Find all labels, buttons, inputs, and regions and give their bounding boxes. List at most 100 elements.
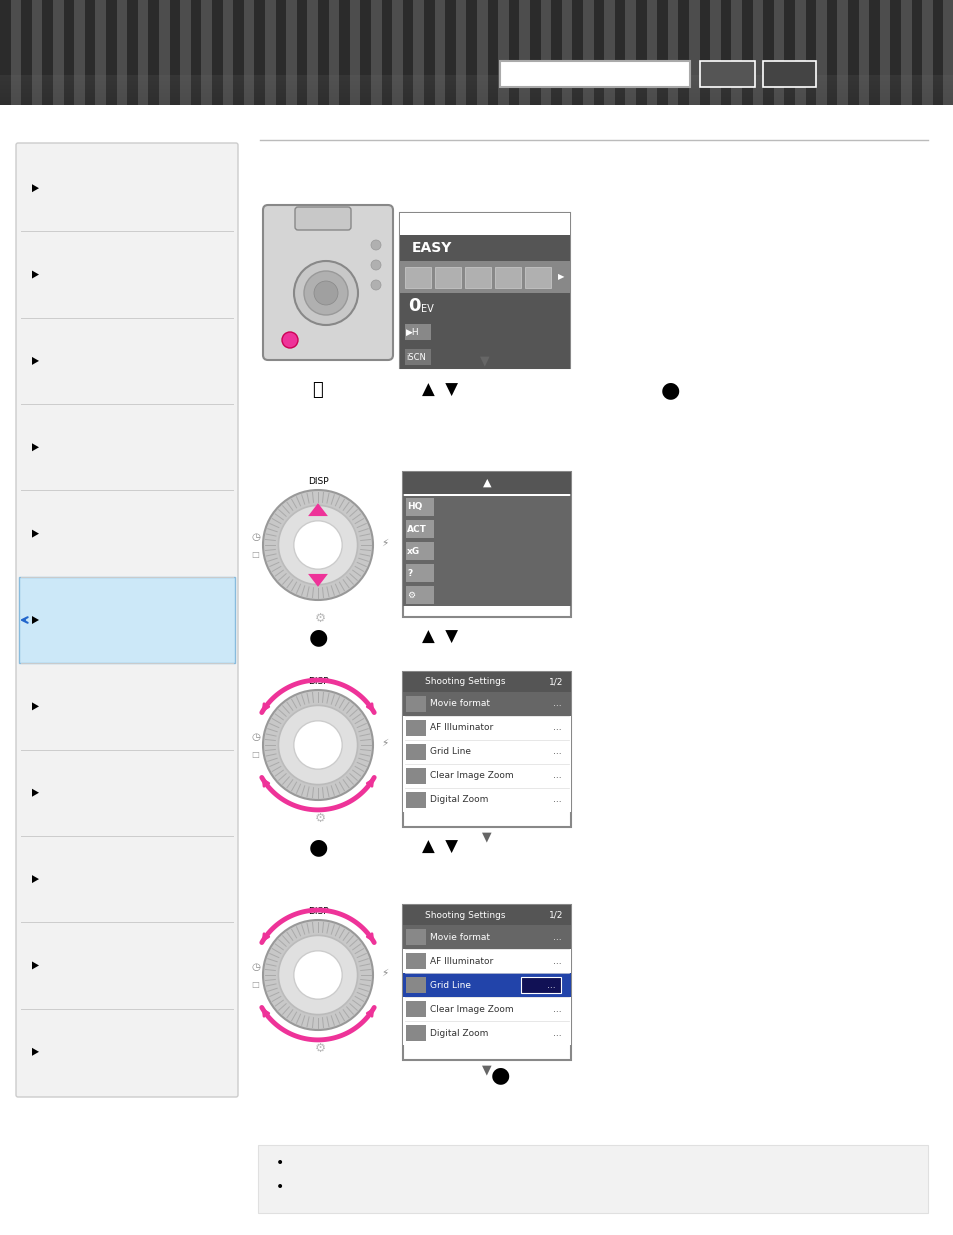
Bar xyxy=(625,0,636,105)
Text: ●: ● xyxy=(659,380,679,400)
Circle shape xyxy=(314,282,337,305)
Bar xyxy=(773,0,784,105)
Circle shape xyxy=(282,332,297,348)
Bar xyxy=(423,0,435,105)
Text: iSCN: iSCN xyxy=(406,352,425,362)
Bar xyxy=(0,82,953,83)
Text: DISP: DISP xyxy=(308,678,328,687)
Polygon shape xyxy=(308,503,328,516)
Bar xyxy=(487,0,498,105)
Bar xyxy=(53,0,64,105)
Bar xyxy=(371,0,382,105)
Bar xyxy=(572,0,583,105)
Circle shape xyxy=(278,505,357,584)
Bar xyxy=(667,0,679,105)
Bar xyxy=(932,0,943,105)
Bar xyxy=(286,0,297,105)
Bar xyxy=(85,0,96,105)
Bar xyxy=(10,0,22,105)
Bar xyxy=(296,0,308,105)
Bar xyxy=(405,267,431,288)
Bar xyxy=(406,1002,426,1016)
Text: 1/2: 1/2 xyxy=(548,678,563,687)
Text: ?: ? xyxy=(407,568,412,578)
Bar xyxy=(476,0,488,105)
Bar xyxy=(435,267,460,288)
Bar xyxy=(381,0,393,105)
Text: DISP: DISP xyxy=(308,478,328,487)
Text: ⚙: ⚙ xyxy=(314,1041,325,1055)
Text: ▼: ▼ xyxy=(479,354,489,368)
Bar xyxy=(392,0,403,105)
Bar xyxy=(106,0,117,105)
Bar xyxy=(307,0,318,105)
Circle shape xyxy=(371,280,380,290)
Bar xyxy=(614,0,625,105)
Bar xyxy=(0,79,953,82)
Bar xyxy=(561,0,573,105)
Bar xyxy=(603,0,615,105)
Text: EV: EV xyxy=(420,304,434,314)
Bar xyxy=(709,0,720,105)
Circle shape xyxy=(278,935,357,1015)
Polygon shape xyxy=(308,574,328,587)
Bar xyxy=(837,0,847,105)
Bar xyxy=(402,496,571,517)
Bar xyxy=(317,0,329,105)
Bar xyxy=(406,792,426,808)
Bar xyxy=(700,61,754,86)
Bar xyxy=(254,0,265,105)
Polygon shape xyxy=(32,270,39,279)
Text: ACT: ACT xyxy=(407,525,426,534)
Text: □: □ xyxy=(251,751,258,760)
Text: •: • xyxy=(275,1179,284,1194)
Polygon shape xyxy=(32,530,39,537)
Text: 🔧: 🔧 xyxy=(313,382,323,399)
FancyBboxPatch shape xyxy=(263,205,393,359)
Bar xyxy=(406,977,426,993)
Text: ◷: ◷ xyxy=(251,962,260,972)
Bar xyxy=(399,212,569,368)
Bar xyxy=(399,235,569,261)
Bar xyxy=(0,0,11,105)
Text: ...: ... xyxy=(553,747,561,757)
Bar xyxy=(406,720,426,736)
Text: Movie format: Movie format xyxy=(430,699,490,709)
Bar xyxy=(636,0,646,105)
Text: ▶H: ▶H xyxy=(406,327,419,336)
Text: Grid Line: Grid Line xyxy=(430,747,471,757)
Bar xyxy=(275,0,287,105)
Bar xyxy=(911,0,922,105)
Bar xyxy=(402,716,571,740)
Text: ...: ... xyxy=(553,981,561,989)
Text: ●: ● xyxy=(308,627,327,647)
Bar xyxy=(21,0,32,105)
Bar xyxy=(265,0,275,105)
Bar xyxy=(826,0,837,105)
Text: ...: ... xyxy=(553,699,561,709)
Bar xyxy=(741,0,752,105)
Bar xyxy=(593,0,604,105)
Bar xyxy=(74,0,85,105)
Text: 0: 0 xyxy=(408,296,420,315)
Text: ▼: ▼ xyxy=(481,1063,492,1077)
Text: ▼: ▼ xyxy=(481,830,492,844)
Text: ...: ... xyxy=(553,956,561,966)
Bar xyxy=(0,101,953,103)
Bar xyxy=(42,0,53,105)
Bar xyxy=(445,0,456,105)
Bar xyxy=(406,542,434,559)
Text: Digital Zoom: Digital Zoom xyxy=(430,1029,488,1037)
Circle shape xyxy=(371,240,380,249)
Bar xyxy=(646,0,657,105)
Polygon shape xyxy=(32,876,39,883)
Bar xyxy=(233,0,244,105)
Text: ...: ... xyxy=(547,981,556,989)
Circle shape xyxy=(294,951,342,999)
Bar xyxy=(720,0,731,105)
Bar xyxy=(405,324,431,340)
Circle shape xyxy=(263,490,373,600)
Text: ...: ... xyxy=(553,795,561,804)
Bar xyxy=(0,103,953,105)
Text: ...: ... xyxy=(553,932,561,941)
